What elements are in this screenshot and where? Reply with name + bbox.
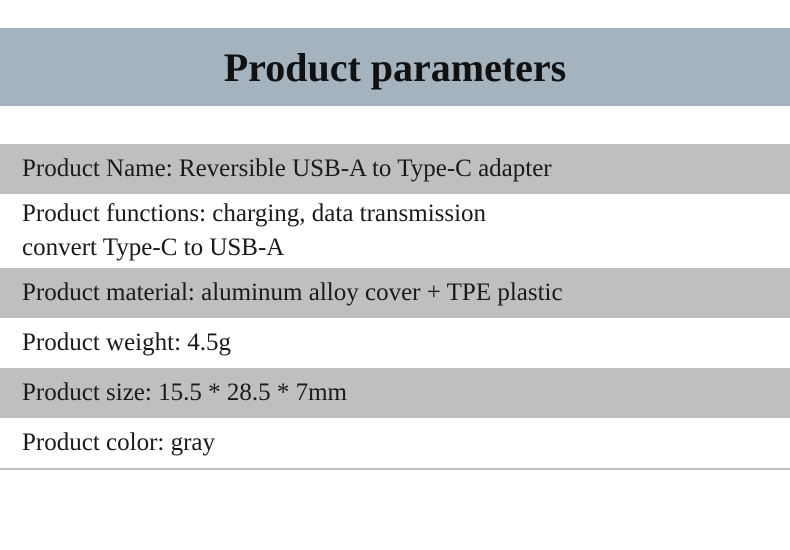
spec-row-functions-text: Product functions: charging, data transm… bbox=[22, 197, 486, 265]
spec-row-weight: Product weight: 4.5g bbox=[0, 318, 790, 368]
spec-row-functions: Product functions: charging, data transm… bbox=[0, 194, 790, 268]
bottom-rule bbox=[0, 468, 790, 470]
title-gap bbox=[0, 106, 790, 144]
spec-row-color-text: Product color: gray bbox=[22, 426, 215, 460]
title-band: Product parameters bbox=[0, 28, 790, 106]
top-spacer bbox=[0, 0, 790, 28]
spec-row-size: Product size: 15.5 * 28.5 * 7mm bbox=[0, 368, 790, 418]
spec-row-size-text: Product size: 15.5 * 28.5 * 7mm bbox=[22, 376, 347, 410]
spec-row-color: Product color: gray bbox=[0, 418, 790, 468]
spec-row-name: Product Name: Reversible USB-A to Type-C… bbox=[0, 144, 790, 194]
spec-row-weight-text: Product weight: 4.5g bbox=[22, 326, 231, 360]
title-text: Product parameters bbox=[224, 44, 567, 91]
spec-row-material: Product material: aluminum alloy cover +… bbox=[0, 268, 790, 318]
spec-row-name-text: Product Name: Reversible USB-A to Type-C… bbox=[22, 152, 552, 186]
spec-row-material-text: Product material: aluminum alloy cover +… bbox=[22, 276, 563, 310]
